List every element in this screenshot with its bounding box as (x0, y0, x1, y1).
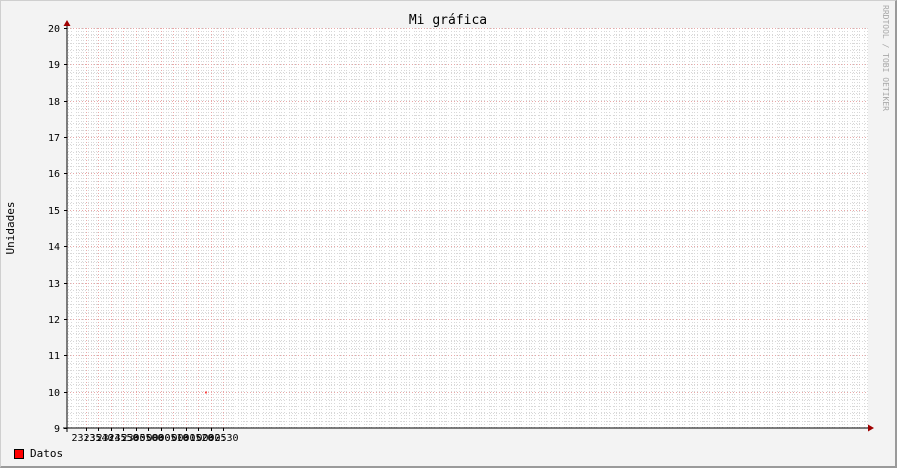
legend: Datos (14, 447, 63, 460)
legend-swatch-datos (14, 448, 24, 459)
chart-title: Mi gráfica (409, 13, 487, 28)
y-tick-label: 13 (48, 279, 60, 290)
x-tick-label: 00:05 (146, 433, 176, 444)
legend-label-datos: Datos (30, 447, 64, 460)
minor-grid (67, 28, 868, 428)
y-tick-label: 20 (48, 24, 60, 35)
y-tick-label: 15 (48, 206, 60, 217)
x-tick-label: 23:40 (83, 433, 113, 444)
x-axis-arrow-icon (868, 424, 874, 432)
y-tick-label: 16 (48, 169, 60, 180)
major-grid (67, 28, 868, 428)
y-tick-label: 14 (48, 242, 60, 253)
x-tick-label: 23:45 (96, 433, 126, 444)
x-tick-label: 00:20 (183, 433, 213, 444)
x-tick-label: 00:00 (133, 433, 163, 444)
x-tick-label: 23:55 (121, 433, 151, 444)
x-tick-labels: 23:3523:4023:4523:5023:5500:0000:0500:10… (71, 428, 239, 444)
x-tick-label: 23:50 (108, 433, 138, 444)
x-tick-label: 23:35 (71, 433, 101, 444)
y-tick-label: 11 (48, 351, 60, 362)
y-axis-arrow-icon (63, 20, 71, 26)
x-tick-label: 00:30 (208, 433, 238, 444)
x-tick-label: 00:15 (171, 433, 201, 444)
y-tick-label: 10 (48, 388, 60, 399)
watermark: RRDTOOL / TOBI OETIKER (881, 5, 890, 111)
y-tick-label: 17 (48, 133, 60, 144)
x-tick-label: 00:10 (158, 433, 188, 444)
y-tick-label: 12 (48, 315, 60, 326)
y-tick-labels: 9 10 11 12 13 14 15 16 17 18 19 20 (48, 24, 67, 435)
y-axis-label: Unidades (4, 202, 17, 255)
y-tick-label: 19 (48, 60, 60, 71)
y-tick-label: 9 (54, 424, 60, 435)
x-tick-label: 00:25 (196, 433, 226, 444)
y-tick-label: 18 (48, 97, 60, 108)
axes (63, 20, 874, 432)
